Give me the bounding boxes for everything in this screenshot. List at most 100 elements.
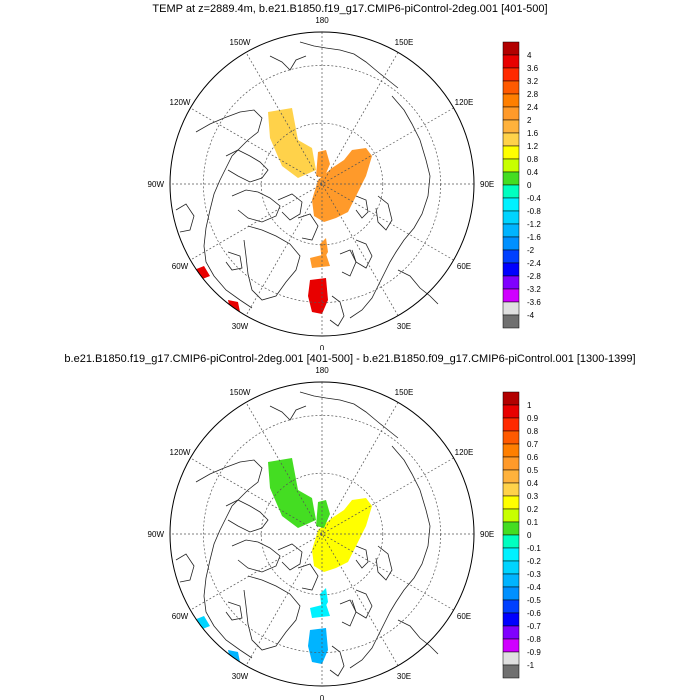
- coastline: [195, 459, 263, 659]
- colorbar-tick-label: 0.8: [527, 427, 539, 436]
- colorbar-swatch: [502, 430, 520, 445]
- coastline: [375, 195, 393, 231]
- polar-map-chart: 180 150E 120E 90E 60E 30E 0 30W 60W 90W 120W 150W 1…: [148, 366, 542, 700]
- coastline: [297, 563, 319, 591]
- coastline: [397, 269, 439, 305]
- longitude-label: 120W: [170, 448, 191, 457]
- longitude-label: 30W: [232, 672, 249, 681]
- longitude-label: 90W: [148, 530, 165, 539]
- coastline: [397, 619, 439, 655]
- coastline: [329, 295, 345, 327]
- colorbar-swatch: [502, 275, 520, 290]
- meridian-gridline: [245, 52, 399, 316]
- colorbar-tick-label: -0.8: [527, 635, 541, 644]
- colorbar-swatch: [502, 625, 520, 640]
- colorbar-swatch: [502, 599, 520, 614]
- colorbar-swatch: [502, 417, 520, 432]
- colorbar-tick-label: 0.3: [527, 492, 539, 501]
- colorbar-swatch: [502, 560, 520, 575]
- colorbar-tick-label: 2.8: [527, 90, 539, 99]
- colorbar-swatch: [502, 586, 520, 601]
- colorbar-swatch: [502, 521, 520, 536]
- colorbar-tick-label: 0.8: [527, 155, 539, 164]
- colorbar-swatch: [502, 41, 520, 56]
- colorbar-tick-label: -0.3: [527, 570, 541, 579]
- longitude-label: 0: [320, 344, 325, 350]
- coastline: [339, 599, 357, 627]
- colorbar-tick-label: -1: [527, 661, 535, 670]
- colorbar-swatch: [502, 197, 520, 212]
- longitude-label: 180: [315, 16, 329, 25]
- colorbar-swatch: [502, 262, 520, 277]
- colorbar-swatch: [502, 301, 520, 316]
- longitude-label: 150E: [395, 38, 414, 47]
- longitude-label: 180: [315, 366, 329, 375]
- longitude-label: 60E: [457, 612, 471, 621]
- colorbar-tick-label: -0.7: [527, 622, 541, 631]
- colorbar-tick-label: 0.5: [527, 466, 539, 475]
- region-north-atlantic-south: [308, 628, 328, 664]
- meridian-gridline: [190, 107, 454, 261]
- region-beaufort-canada-basin: [268, 458, 316, 528]
- meridian-gridline: [190, 457, 454, 611]
- meridian-gridline: [245, 402, 399, 666]
- coastline: [175, 553, 195, 583]
- meridian-gridline: [190, 107, 454, 261]
- colorbar-tick-label: 1.2: [527, 142, 539, 151]
- longitude-label: 120E: [455, 448, 474, 457]
- colorbar-swatch: [502, 145, 520, 160]
- longitude-label: 120E: [455, 98, 474, 107]
- colorbar-swatch: [502, 638, 520, 653]
- region-beaufort-canada-basin: [268, 108, 316, 178]
- colorbar-swatch: [502, 664, 520, 679]
- latitude-gridline: [260, 122, 384, 246]
- map-boundary: [169, 381, 475, 687]
- colorbar-swatch: [502, 106, 520, 121]
- colorbar-tick-label: 0: [527, 531, 532, 540]
- coastline: [277, 193, 303, 221]
- coastline: [329, 645, 345, 677]
- colorbar-swatch: [502, 210, 520, 225]
- bottom-panel: b.e21.B1850.f19_g17.CMIP6-piControl-2deg…: [0, 350, 700, 700]
- longitude-label: 60E: [457, 262, 471, 271]
- coastline: [339, 249, 357, 277]
- longitude-label: 90W: [148, 180, 165, 189]
- colorbar-tick-label: 3.2: [527, 77, 539, 86]
- colorbar-tick-label: 4: [527, 51, 532, 60]
- meridian-gridline: [190, 457, 454, 611]
- region-central-arctic-eurasian-basin: [312, 148, 372, 222]
- colorbar-swatch: [502, 495, 520, 510]
- coastline: [277, 543, 303, 571]
- coastline: [225, 499, 269, 533]
- region-lomonosov-ridge-strip: [316, 150, 330, 178]
- region-central-arctic-eurasian-basin: [312, 498, 372, 572]
- colorbar-swatch: [502, 612, 520, 627]
- coastline: [225, 251, 243, 271]
- colorbar-tick-label: -0.5: [527, 596, 541, 605]
- colorbar-swatch: [502, 184, 520, 199]
- colorbar-tick-label: -1.6: [527, 233, 541, 242]
- coastline: [269, 405, 307, 421]
- colorbar-swatch: [502, 404, 520, 419]
- longitude-label: 60W: [172, 612, 189, 621]
- colorbar-tick-label: -0.1: [527, 544, 541, 553]
- colorbar-swatch: [502, 456, 520, 471]
- colorbar-swatch: [502, 547, 520, 562]
- colorbar-swatch: [502, 119, 520, 134]
- colorbar-tick-label: 0.6: [527, 453, 539, 462]
- polar-map-chart: 180 150E 120E 90E 60E 30E 0 30W 60W 90W 120W 150W 4…: [148, 16, 542, 350]
- colorbar-tick-label: 0.9: [527, 414, 539, 423]
- colorbar-swatch: [502, 573, 520, 588]
- coastline: [299, 391, 399, 439]
- colorbar-tick-label: 0.7: [527, 440, 539, 449]
- region-greenland-norwegian-sea: [310, 254, 330, 268]
- coastline: [349, 95, 431, 319]
- colorbar-tick-label: -0.4: [527, 583, 541, 592]
- top-panel: TEMP at z=2889.4m, b.e21.B1850.f19_g17.C…: [148, 3, 548, 350]
- colorbar-swatch: [502, 223, 520, 238]
- region-north-atlantic-south: [308, 278, 328, 314]
- colorbar-swatch: [502, 314, 520, 329]
- colorbar-swatch: [502, 93, 520, 108]
- meridian-gridline: [245, 402, 399, 666]
- longitude-label: 150W: [230, 38, 251, 47]
